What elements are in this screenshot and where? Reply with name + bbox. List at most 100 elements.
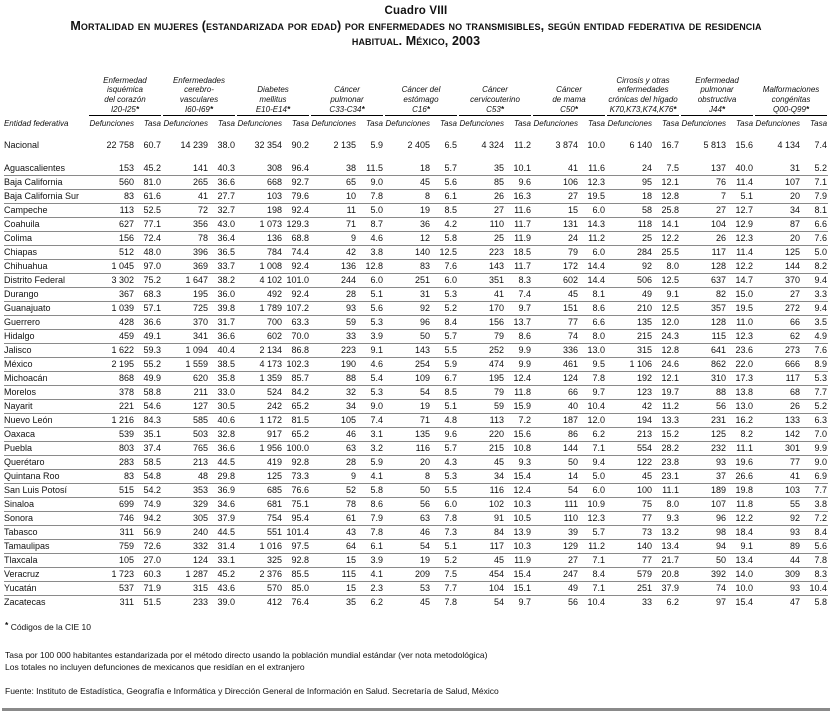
tasa-cell: 13.7: [505, 315, 532, 330]
defunciones-cell: 117: [458, 539, 505, 554]
defunciones-cell: 220: [458, 427, 505, 442]
defunciones-cell: 627: [87, 217, 135, 232]
tasa-cell: 11.4: [727, 175, 755, 190]
tasa-cell: 107.2: [282, 301, 310, 316]
row-label: Sinaloa: [3, 497, 88, 512]
defunciones-cell: 102: [458, 497, 505, 512]
tasa-cell: 9.1: [653, 287, 681, 302]
tasa-cell: 60.3: [134, 567, 162, 582]
row-label: Oaxaca: [3, 427, 88, 442]
defunciones-cell: 1 723: [87, 567, 135, 582]
tasa-cell: 10.4: [801, 581, 829, 596]
defunciones-cell: 45: [384, 595, 431, 609]
tasa-cell: 6.9: [801, 469, 829, 484]
tasa-cell: 44.5: [208, 525, 236, 540]
table-row: Yucatán 537 71.9 315 43.6 570 85.0 15 2.3 53 7.7 10…: [3, 581, 829, 596]
tasa-cell: 36.6: [134, 315, 162, 330]
defunciones-cell: 49: [532, 581, 579, 596]
defunciones-cell: 143: [384, 343, 431, 358]
tasa-cell: 6.0: [431, 497, 458, 512]
tasa-cell: 97.0: [134, 259, 162, 274]
tasa-cell: 101.4: [282, 525, 310, 540]
tasa-cell: 13.4: [727, 553, 755, 568]
defunciones-cell: 233: [161, 595, 209, 609]
tasa-cell: 9.6: [505, 175, 532, 190]
defunciones-cell: 554: [606, 441, 654, 456]
defunciones-cell: 15: [532, 203, 579, 218]
defunciones-cell: 754: [235, 511, 283, 526]
tasa-cell: 92.7: [282, 175, 310, 190]
tasa-cell: 4.2: [431, 217, 458, 232]
defunciones-cell: 105: [309, 413, 357, 428]
defunciones-cell: 765: [161, 441, 209, 456]
tasa-cell: 7.7: [431, 581, 458, 596]
tasa-header: Tasa: [439, 119, 457, 128]
defunciones-cell: 79: [458, 329, 505, 344]
table-number-title: Cuadro VIII: [384, 5, 448, 17]
tasa-cell: 77.1: [134, 217, 162, 232]
tasa-cell: 11.9: [505, 553, 532, 568]
defunciones-cell: 115: [309, 567, 357, 582]
defunciones-cell: 39: [532, 525, 579, 540]
tasa-cell: 9.7: [505, 301, 532, 316]
tasa-cell: 8.4: [431, 315, 458, 330]
defunciones-cell: 106: [532, 175, 579, 190]
tasa-cell: 9.6: [431, 427, 458, 442]
source-note: Fuente: Instituto de Estadística, Geogra…: [5, 686, 499, 696]
defunciones-cell: 213: [161, 455, 209, 470]
defunciones-cell: 784: [235, 245, 283, 260]
defunciones-cell: 10: [309, 189, 357, 204]
defunciones-cell: 53: [384, 581, 431, 596]
defunciones-cell: 868: [87, 371, 135, 386]
defunciones-cell: 170: [458, 301, 505, 316]
tasa-cell: 38.0: [217, 140, 235, 150]
defunciones-cell: 44: [754, 553, 802, 568]
tasa-cell: 5.7: [579, 525, 607, 540]
tasa-cell: 14.3: [579, 217, 607, 232]
disease-column-header: Cirrosis y otras enfermedades crónicas del…: [606, 57, 680, 116]
row-label: México: [3, 357, 88, 372]
tasa-cell: 12.4: [505, 371, 532, 386]
tasa-cell: 12.0: [579, 413, 607, 428]
tasa-cell: 65.2: [282, 427, 310, 442]
tasa-cell: 36.9: [208, 483, 236, 498]
defunciones-cell: 1 172: [235, 413, 283, 428]
defunciones-cell: 240: [161, 525, 209, 540]
row-label: Guerrero: [3, 315, 88, 330]
tasa-cell: 12.0: [653, 315, 681, 330]
defunciones-cell: 68: [754, 385, 802, 400]
tasa-cell: 27.0: [134, 553, 162, 568]
defunciones-header: Defunciones: [533, 119, 578, 128]
defunciones-cell: 1 073: [235, 217, 283, 232]
defunciones-cell: 14: [532, 469, 579, 484]
defunciones-cell: 77: [532, 315, 579, 330]
tasa-cell: 129.3: [282, 217, 310, 232]
defunciones-cell: 94: [680, 539, 728, 554]
tasa-cell: 97.5: [282, 539, 310, 554]
tasa-cell: 11.7: [505, 259, 532, 274]
row-label: Campeche: [3, 203, 88, 218]
tasa-header: Tasa: [217, 119, 235, 128]
tasa-cell: 11.2: [579, 231, 607, 246]
tasa-header: Tasa: [661, 119, 680, 128]
tasa-cell: 3.3: [801, 287, 829, 302]
defunciones-cell: 3 302: [87, 273, 135, 288]
defunciones-cell: 1 216: [87, 413, 135, 428]
header-sub-row: Entidad federativa Defunciones Tasa Defunci…: [4, 116, 828, 130]
defunciones-cell: 12: [384, 231, 431, 246]
defunciones-cell: 76: [680, 175, 728, 190]
defunciones-cell: 87: [754, 217, 802, 232]
tasa-cell: 12.8: [653, 189, 681, 204]
tasa-cell: 58.8: [134, 385, 162, 400]
defunciones-cell: 668: [235, 175, 283, 190]
tasa-cell: 94.2: [134, 511, 162, 526]
tasa-cell: 14.1: [653, 217, 681, 232]
page-title: Mortalidad en mujeres (estandarizada por…: [70, 19, 762, 48]
tasa-cell: 6.2: [653, 595, 681, 609]
defunciones-cell: 111: [532, 497, 579, 512]
tasa-cell: 9.0: [356, 399, 384, 414]
defunciones-header: Defunciones: [681, 119, 727, 128]
tasa-cell: 12.7: [727, 203, 755, 218]
defunciones-cell: 140: [606, 539, 654, 554]
row-label: Hidalgo: [3, 329, 88, 344]
